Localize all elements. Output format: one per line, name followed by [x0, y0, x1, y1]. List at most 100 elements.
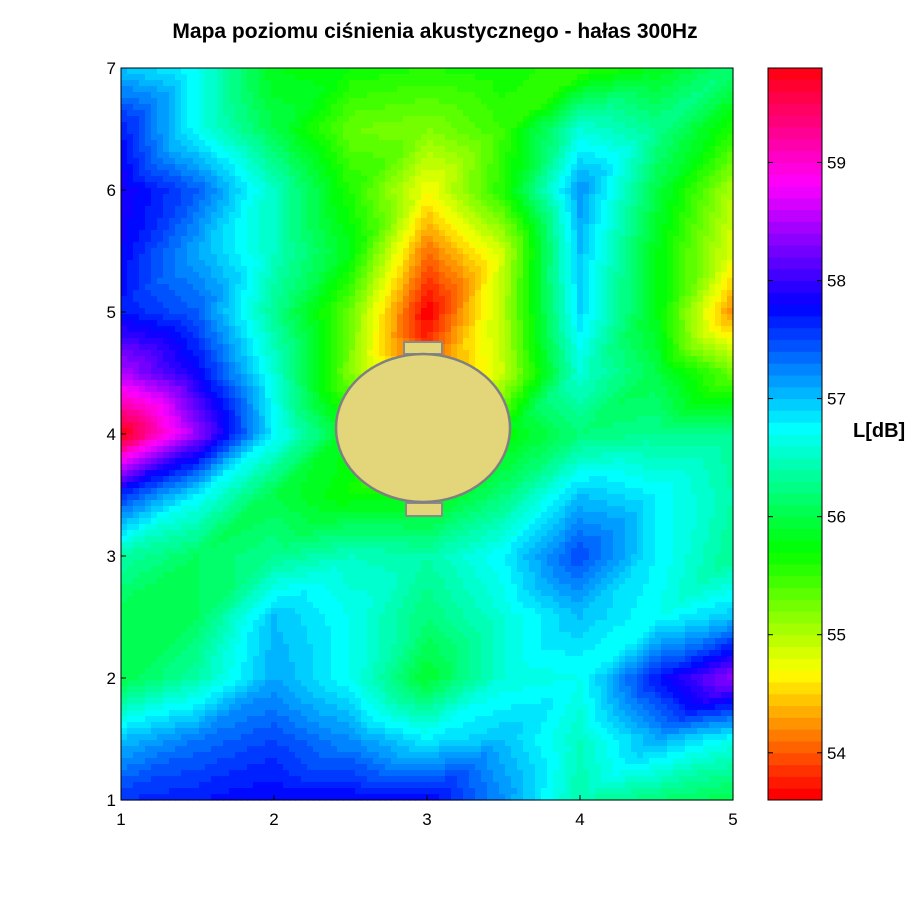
- heatmap-cell: [157, 164, 164, 171]
- heatmap-cell: [421, 74, 428, 81]
- heatmap-cell: [541, 230, 548, 237]
- heatmap-cell: [229, 350, 236, 357]
- heatmap-cell: [433, 146, 440, 153]
- heatmap-cell: [337, 230, 344, 237]
- heatmap-cell: [271, 170, 278, 177]
- heatmap-cell: [265, 182, 272, 189]
- heatmap-cell: [151, 152, 158, 159]
- heatmap-cell: [595, 74, 602, 81]
- heatmap-cell: [589, 308, 596, 315]
- heatmap-cell: [145, 158, 152, 165]
- heatmap-cell: [133, 200, 140, 207]
- heatmap-cell: [229, 110, 236, 117]
- heatmap-cell: [505, 356, 512, 363]
- heatmap-cell: [637, 86, 644, 93]
- heatmap-cell: [601, 80, 608, 87]
- heatmap-cell: [325, 86, 332, 93]
- heatmap-cell: [175, 314, 182, 321]
- heatmap-cell: [343, 260, 350, 267]
- heatmap-cell: [685, 284, 692, 291]
- heatmap-cell: [409, 248, 416, 255]
- heatmap-cell: [547, 86, 554, 93]
- heatmap-cell: [211, 140, 218, 147]
- heatmap-cell: [625, 200, 632, 207]
- heatmap-cell: [637, 338, 644, 345]
- heatmap-cell: [355, 218, 362, 225]
- heatmap-cell: [337, 212, 344, 219]
- heatmap-cell: [361, 356, 368, 363]
- heatmap-cell: [403, 170, 410, 177]
- heatmap-cell: [673, 128, 680, 135]
- heatmap-cell: [631, 296, 638, 303]
- heatmap-cell: [499, 152, 506, 159]
- heatmap-cell: [355, 248, 362, 255]
- heatmap-cell: [241, 128, 248, 135]
- heatmap-cell: [133, 206, 140, 213]
- heatmap-cell: [685, 332, 692, 339]
- heatmap-cell: [181, 68, 188, 75]
- heatmap-cell: [439, 206, 446, 213]
- heatmap-cell: [157, 278, 164, 285]
- heatmap-cell: [535, 122, 542, 129]
- heatmap-cell: [277, 308, 284, 315]
- heatmap-cell: [577, 326, 584, 333]
- heatmap-cell: [385, 140, 392, 147]
- heatmap-cell: [589, 152, 596, 159]
- heatmap-cell: [217, 134, 224, 141]
- heatmap-cell: [505, 296, 512, 303]
- heatmap-cell: [307, 332, 314, 339]
- heatmap-cell: [685, 290, 692, 297]
- heatmap-cell: [511, 92, 518, 99]
- heatmap-cell: [175, 356, 182, 363]
- heatmap-cell: [403, 92, 410, 99]
- heatmap-cell: [475, 110, 482, 117]
- heatmap-cell: [295, 164, 302, 171]
- heatmap-cell: [529, 254, 536, 261]
- heatmap-cell: [319, 344, 326, 351]
- heatmap-cell: [529, 230, 536, 237]
- heatmap-cell: [241, 290, 248, 297]
- heatmap-cell: [625, 122, 632, 129]
- heatmap-cell: [313, 332, 320, 339]
- heatmap-cell: [625, 278, 632, 285]
- heatmap-cell: [649, 224, 656, 231]
- heatmap-cell: [265, 128, 272, 135]
- heatmap-cell: [361, 164, 368, 171]
- heatmap-cell: [403, 248, 410, 255]
- heatmap-cell: [547, 350, 554, 357]
- heatmap-cell: [451, 74, 458, 81]
- heatmap-cell: [457, 248, 464, 255]
- heatmap-cell: [391, 212, 398, 219]
- heatmap-cell: [343, 278, 350, 285]
- heatmap-cell: [529, 74, 536, 81]
- heatmap-cell: [673, 92, 680, 99]
- heatmap-cell: [211, 326, 218, 333]
- heatmap-cell: [361, 320, 368, 327]
- heatmap-cell: [433, 152, 440, 159]
- heatmap-cell: [601, 176, 608, 183]
- heatmap-cell: [247, 158, 254, 165]
- heatmap-cell: [517, 80, 524, 87]
- heatmap-cell: [199, 302, 206, 309]
- heatmap-cell: [487, 110, 494, 117]
- heatmap-cell: [535, 212, 542, 219]
- heatmap-cell: [187, 254, 194, 261]
- heatmap-cell: [223, 236, 230, 243]
- heatmap-cell: [379, 128, 386, 135]
- heatmap-cell: [511, 134, 518, 141]
- heatmap-cell: [499, 338, 506, 345]
- heatmap-cell: [325, 68, 332, 75]
- heatmap-cell: [571, 200, 578, 207]
- heatmap-cell: [235, 350, 242, 357]
- heatmap-cell: [295, 206, 302, 213]
- heatmap-cell: [235, 302, 242, 309]
- heatmap-cell: [589, 158, 596, 165]
- heatmap-cell: [325, 242, 332, 249]
- heatmap-cell: [727, 146, 734, 153]
- heatmap-cell: [349, 260, 356, 267]
- heatmap-cell: [649, 122, 656, 129]
- heatmap-cell: [637, 176, 644, 183]
- heatmap-cell: [559, 86, 566, 93]
- heatmap-cell: [505, 80, 512, 87]
- heatmap-cell: [499, 134, 506, 141]
